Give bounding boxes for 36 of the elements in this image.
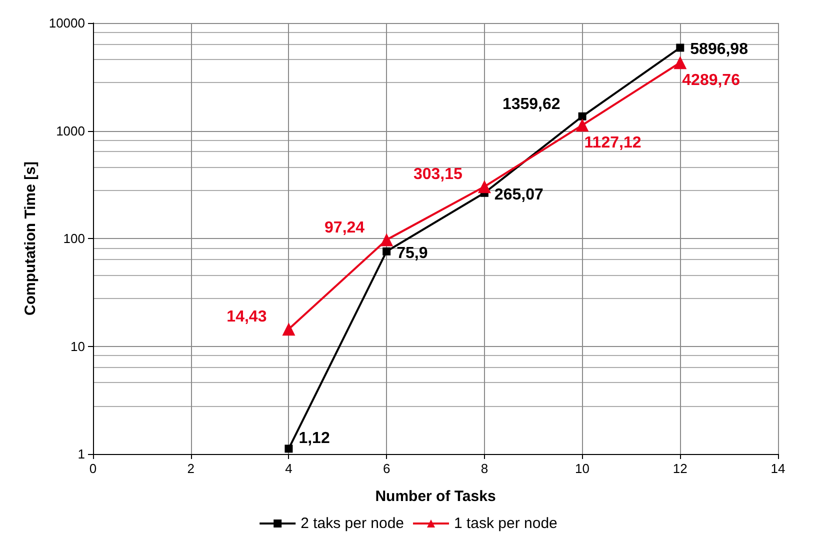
x-tick-label: 12 — [672, 461, 688, 476]
x-axis-title: Number of Tasks — [375, 488, 496, 505]
data-label: 265,07 — [494, 186, 544, 204]
point — [578, 112, 586, 120]
x-tick-label: 0 — [89, 461, 97, 476]
y-tick-label: 10000 — [48, 16, 85, 30]
point — [576, 118, 589, 132]
point — [380, 233, 394, 246]
point — [478, 180, 491, 194]
data-label: 4289,76 — [682, 72, 740, 90]
point — [282, 322, 296, 336]
x-tick-label: 4 — [285, 461, 292, 476]
y-tick-label: 1 — [78, 446, 85, 462]
legend-label: 2 taks per node — [300, 515, 404, 532]
point — [382, 247, 391, 256]
data-label: 1127,12 — [584, 134, 642, 152]
data-label: 14,43 — [226, 308, 267, 326]
data-label: 303,15 — [413, 166, 463, 184]
data-label: 1359,62 — [502, 96, 560, 113]
point — [674, 56, 687, 70]
y-tick-label: 100 — [63, 231, 85, 246]
y-axis-title: Computation Time [s] — [22, 162, 39, 316]
x-tick-label: 2 — [187, 461, 194, 476]
y-tick-label: 10 — [70, 338, 85, 354]
y-tick-label: 1000 — [56, 123, 85, 138]
data-label: 5896,98 — [690, 41, 748, 58]
data-label: 1,12 — [298, 430, 330, 448]
x-tick-label: 8 — [480, 461, 488, 476]
point — [284, 444, 293, 453]
x-tick-label: 10 — [575, 461, 590, 476]
point — [676, 44, 684, 52]
data-label: 97,24 — [324, 219, 365, 236]
x-tick-label: 6 — [382, 461, 390, 476]
data-label: 75,9 — [396, 244, 428, 262]
x-tick-label: 14 — [770, 461, 786, 476]
legend-label: 1 task per node — [454, 515, 558, 532]
